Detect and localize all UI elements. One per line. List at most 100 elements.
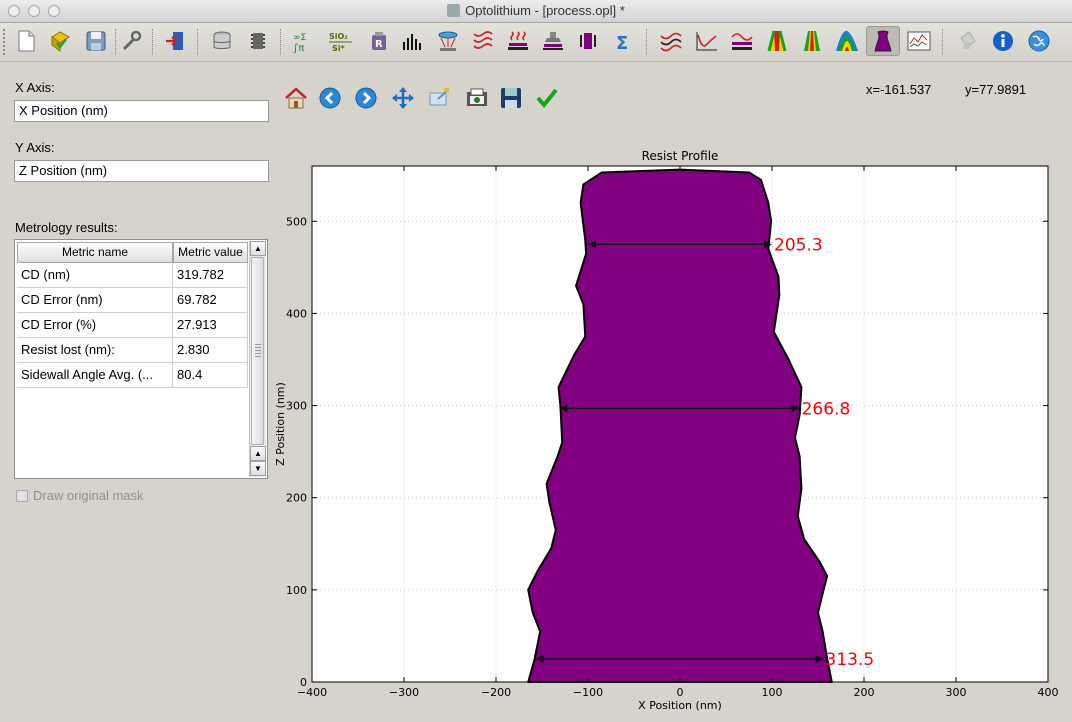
chart-title: Resist Profile bbox=[642, 149, 719, 163]
new-file-icon[interactable] bbox=[11, 26, 41, 56]
image-in-resist-icon[interactable] bbox=[727, 26, 757, 56]
latent-image-icon[interactable] bbox=[762, 26, 792, 56]
metric-name-cell[interactable]: Sidewall Angle Avg. (... bbox=[17, 363, 173, 388]
measurement-arrowhead-right bbox=[815, 654, 824, 663]
y-tick-label: 100 bbox=[286, 584, 307, 597]
mask-icon[interactable] bbox=[573, 26, 603, 56]
metric-name-cell[interactable]: CD Error (nm) bbox=[17, 288, 173, 313]
metrology-table[interactable]: Metric name Metric value CD (nm) 319.782… bbox=[14, 239, 268, 479]
scroll-down-button[interactable]: ▼ bbox=[250, 461, 266, 476]
cursor-x-readout: x=-161.537 bbox=[866, 82, 932, 97]
measurement-label: 313.5 bbox=[826, 650, 875, 670]
heater-icon[interactable] bbox=[503, 26, 533, 56]
configure-subplots-icon[interactable] bbox=[464, 85, 490, 111]
measurement-arrowhead-left bbox=[535, 654, 544, 663]
resist-profile-icon[interactable] bbox=[866, 26, 900, 56]
web-globe-icon[interactable] bbox=[1024, 26, 1054, 56]
intensity-curve-icon[interactable] bbox=[692, 26, 722, 56]
x-axis-field[interactable]: X Position (nm) bbox=[14, 100, 269, 122]
peb-contour-icon[interactable] bbox=[832, 26, 862, 56]
metrology-chart-icon[interactable] bbox=[904, 26, 934, 56]
apply-check-icon[interactable] bbox=[534, 85, 560, 111]
sio2-material-icon[interactable]: SiO₂ Si* bbox=[326, 26, 356, 56]
metric-name-cell[interactable]: CD Error (%) bbox=[17, 313, 173, 338]
close-window-button[interactable] bbox=[8, 5, 20, 17]
pab-profile-icon[interactable] bbox=[797, 26, 827, 56]
pan-icon[interactable] bbox=[390, 85, 416, 111]
x-tick-label: −100 bbox=[573, 686, 603, 699]
open-file-icon[interactable] bbox=[45, 26, 75, 56]
scroll-thumb[interactable] bbox=[251, 257, 264, 445]
metric-value-cell[interactable]: 27.913 bbox=[173, 313, 248, 338]
math-formula-icon[interactable]: ∞Σ ∫π bbox=[289, 26, 319, 56]
exposure-icon[interactable] bbox=[538, 26, 568, 56]
measurement-arrowhead-left bbox=[588, 240, 596, 249]
table-header: Metric name Metric value bbox=[17, 242, 248, 263]
x-tick-label: 200 bbox=[854, 686, 875, 699]
metric-value-cell[interactable]: 80.4 bbox=[173, 363, 248, 388]
draw-original-mask-checkbox[interactable] bbox=[16, 490, 28, 502]
app-icon bbox=[447, 4, 461, 17]
scroll-up-button-lower[interactable]: ▲ bbox=[250, 446, 266, 461]
scroll-up-button[interactable]: ▲ bbox=[250, 241, 266, 256]
metric-value-cell[interactable]: 2.830 bbox=[173, 338, 248, 363]
cursor-y-readout: y=77.9891 bbox=[965, 82, 1027, 97]
info-icon[interactable] bbox=[988, 26, 1018, 56]
y-axis-field[interactable]: Z Position (nm) bbox=[14, 160, 269, 182]
y-axis-label: Y Axis: bbox=[15, 140, 55, 155]
import-icon[interactable] bbox=[160, 26, 190, 56]
x-axis-label: X Axis: bbox=[15, 80, 55, 95]
resist-r-icon[interactable]: R bbox=[364, 26, 394, 56]
resist-profile-chart[interactable]: −400 −300 −200 −100 0 100 200 300 400 0 100 200 300 4… bbox=[270, 146, 1060, 712]
y-axis-label: Z Position (nm) bbox=[274, 382, 287, 466]
zoom-window-button[interactable] bbox=[48, 5, 60, 17]
back-arrow-icon[interactable] bbox=[317, 85, 343, 111]
spectrum-bars-icon[interactable] bbox=[397, 26, 427, 56]
table-row[interactable]: CD Error (nm) 69.782 bbox=[17, 288, 248, 313]
svg-text:Σ: Σ bbox=[616, 33, 628, 53]
measurement-label: 205.3 bbox=[774, 235, 823, 255]
resist-profile-shape bbox=[527, 168, 833, 683]
x-tick-label: 400 bbox=[1038, 686, 1059, 699]
zoom-icon[interactable] bbox=[426, 85, 452, 111]
forward-arrow-icon[interactable] bbox=[353, 85, 379, 111]
metric-value-cell[interactable]: 319.782 bbox=[173, 263, 248, 288]
minimize-window-button[interactable] bbox=[28, 5, 40, 17]
table-row[interactable]: CD (nm) 319.782 bbox=[17, 263, 248, 288]
table-row[interactable]: CD Error (%) 27.913 bbox=[17, 313, 248, 338]
aerial-wave-icon[interactable] bbox=[656, 26, 686, 56]
x-tick-label: 0 bbox=[677, 686, 684, 699]
y-tick-label: 400 bbox=[286, 307, 307, 320]
column-header-metric-name[interactable]: Metric name bbox=[17, 242, 173, 263]
illumination-icon[interactable] bbox=[433, 26, 463, 56]
svg-text:R: R bbox=[375, 39, 383, 50]
home-icon[interactable] bbox=[283, 85, 309, 111]
metric-name-cell[interactable]: Resist lost (nm): bbox=[17, 338, 173, 363]
save-file-icon[interactable] bbox=[81, 26, 111, 56]
x-axis-label: X Position (nm) bbox=[638, 699, 722, 712]
svg-text:∞Σ: ∞Σ bbox=[293, 33, 306, 43]
wave-pattern-icon[interactable] bbox=[468, 26, 498, 56]
measurement-label: 266.8 bbox=[802, 399, 851, 419]
table-row[interactable]: Resist lost (nm): 2.830 bbox=[17, 338, 248, 363]
settings-wrench-icon[interactable] bbox=[116, 26, 146, 56]
table-vertical-scrollbar[interactable]: ▲ ▲ ▼ bbox=[249, 241, 266, 477]
column-header-metric-value[interactable]: Metric value bbox=[173, 242, 248, 263]
x-tick-label: −200 bbox=[481, 686, 511, 699]
y-tick-label: 500 bbox=[286, 215, 307, 228]
measurement-arrowhead-left bbox=[559, 404, 568, 413]
metric-name-cell[interactable]: CD (nm) bbox=[17, 263, 173, 288]
svg-text:Si*: Si* bbox=[332, 44, 346, 53]
sum-icon[interactable]: Σ bbox=[608, 26, 638, 56]
wafer-stack-icon[interactable] bbox=[243, 26, 273, 56]
database-icon[interactable] bbox=[207, 26, 237, 56]
scroll-grip-icon bbox=[255, 344, 261, 358]
svg-text:∫π: ∫π bbox=[293, 43, 304, 53]
measurement-arrowhead-right bbox=[791, 404, 800, 413]
table-row[interactable]: Sidewall Angle Avg. (... 80.4 bbox=[17, 363, 248, 388]
save-figure-icon[interactable] bbox=[498, 85, 524, 111]
x-tick-label: −400 bbox=[297, 686, 327, 699]
toolbar-grip[interactable] bbox=[3, 29, 9, 55]
metric-value-cell[interactable]: 69.782 bbox=[173, 288, 248, 313]
y-tick-label: 0 bbox=[300, 676, 307, 689]
